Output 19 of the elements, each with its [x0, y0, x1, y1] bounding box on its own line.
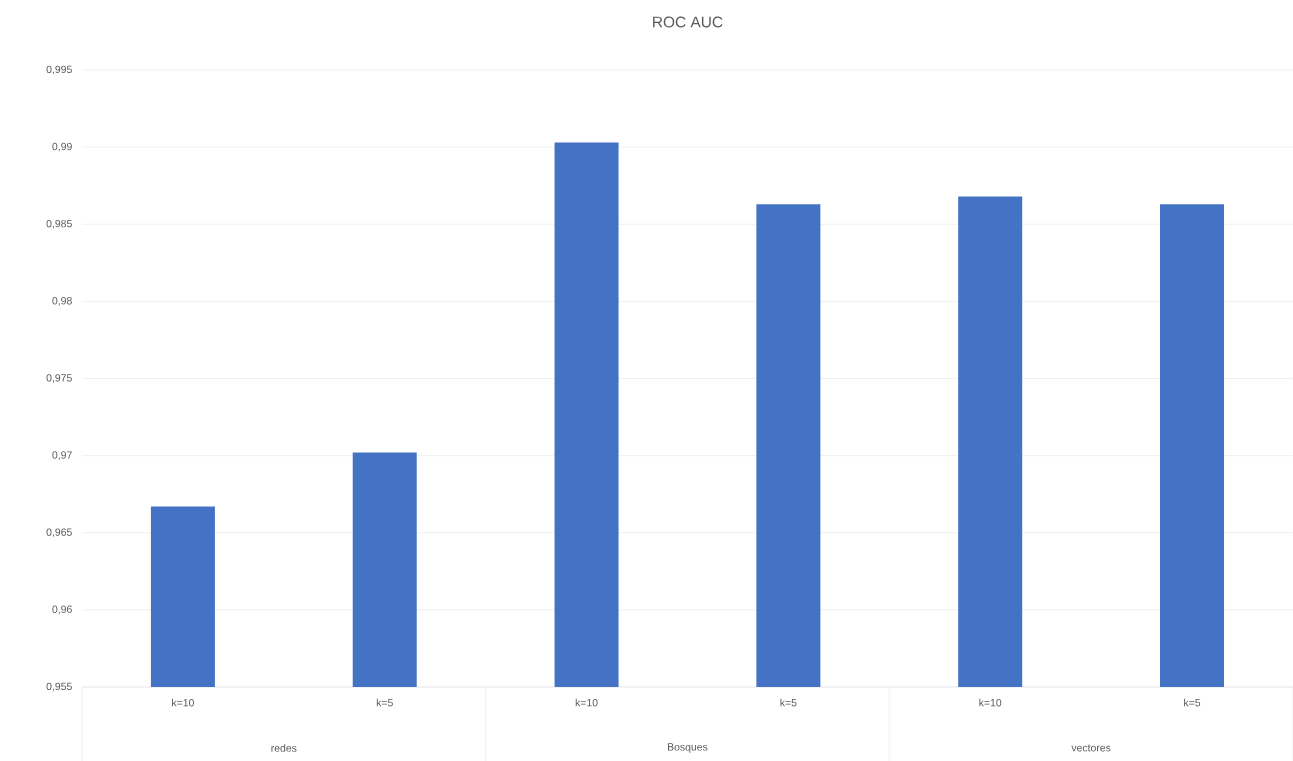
y-tick-label: 0,955 — [46, 682, 72, 692]
y-tick-label: 0,97 — [52, 451, 72, 460]
text: redes — [271, 744, 297, 752]
y-tick-label: 0,98 — [52, 297, 72, 306]
x-tick-label: k=5 — [780, 698, 797, 707]
y-tick-label: 0,96 — [52, 605, 72, 615]
y-tick-label: 0,995 — [46, 65, 72, 75]
x-tick-label: k=10 — [575, 698, 598, 707]
y-tick-label: 0,99 — [52, 142, 72, 152]
x-tick-label: k=10 — [172, 698, 194, 707]
x-tick-label: k=5 — [1184, 698, 1201, 707]
x-tick-label: k=5 — [376, 698, 393, 707]
y-tick-label: 0,965 — [46, 528, 72, 538]
x-tick-label: k=10 — [979, 698, 1002, 707]
text: Bosques — [667, 743, 708, 753]
y-tick-label: 0,975 — [46, 374, 72, 383]
y-tick-label: 0,985 — [46, 219, 72, 229]
text: vectores — [1071, 744, 1111, 752]
chart-title: ROC AUC — [653, 16, 723, 28]
